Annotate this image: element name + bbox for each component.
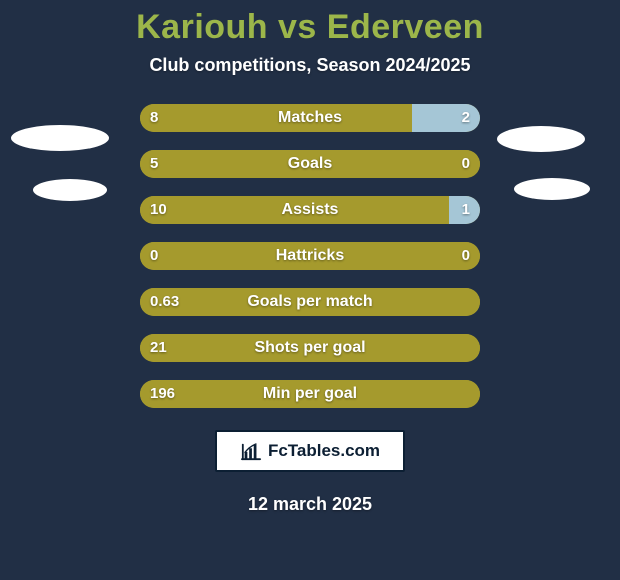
stat-label: Matches bbox=[140, 104, 480, 132]
stat-row: 00Hattricks bbox=[0, 242, 620, 288]
side-ellipse bbox=[514, 178, 590, 200]
side-ellipse bbox=[33, 179, 107, 201]
stat-label: Assists bbox=[140, 196, 480, 224]
bar-chart-icon bbox=[240, 441, 262, 461]
page-subtitle: Club competitions, Season 2024/2025 bbox=[0, 55, 620, 76]
stat-label: Goals per match bbox=[140, 288, 480, 316]
stat-row: 196Min per goal bbox=[0, 380, 620, 426]
date-label: 12 march 2025 bbox=[0, 494, 620, 515]
side-ellipse bbox=[497, 126, 585, 152]
stat-label: Min per goal bbox=[140, 380, 480, 408]
stats-container: 82Matches50Goals101Assists00Hattricks0.6… bbox=[0, 104, 620, 426]
page-root: Kariouh vs Ederveen Club competitions, S… bbox=[0, 0, 620, 580]
logo-box: FcTables.com bbox=[215, 430, 405, 472]
stat-row: 101Assists bbox=[0, 196, 620, 242]
logo-text: FcTables.com bbox=[268, 441, 380, 461]
stat-label: Shots per goal bbox=[140, 334, 480, 362]
stat-label: Goals bbox=[140, 150, 480, 178]
stat-row: 0.63Goals per match bbox=[0, 288, 620, 334]
stat-row: 21Shots per goal bbox=[0, 334, 620, 380]
stat-label: Hattricks bbox=[140, 242, 480, 270]
page-title: Kariouh vs Ederveen bbox=[0, 8, 620, 47]
side-ellipse bbox=[11, 125, 109, 151]
